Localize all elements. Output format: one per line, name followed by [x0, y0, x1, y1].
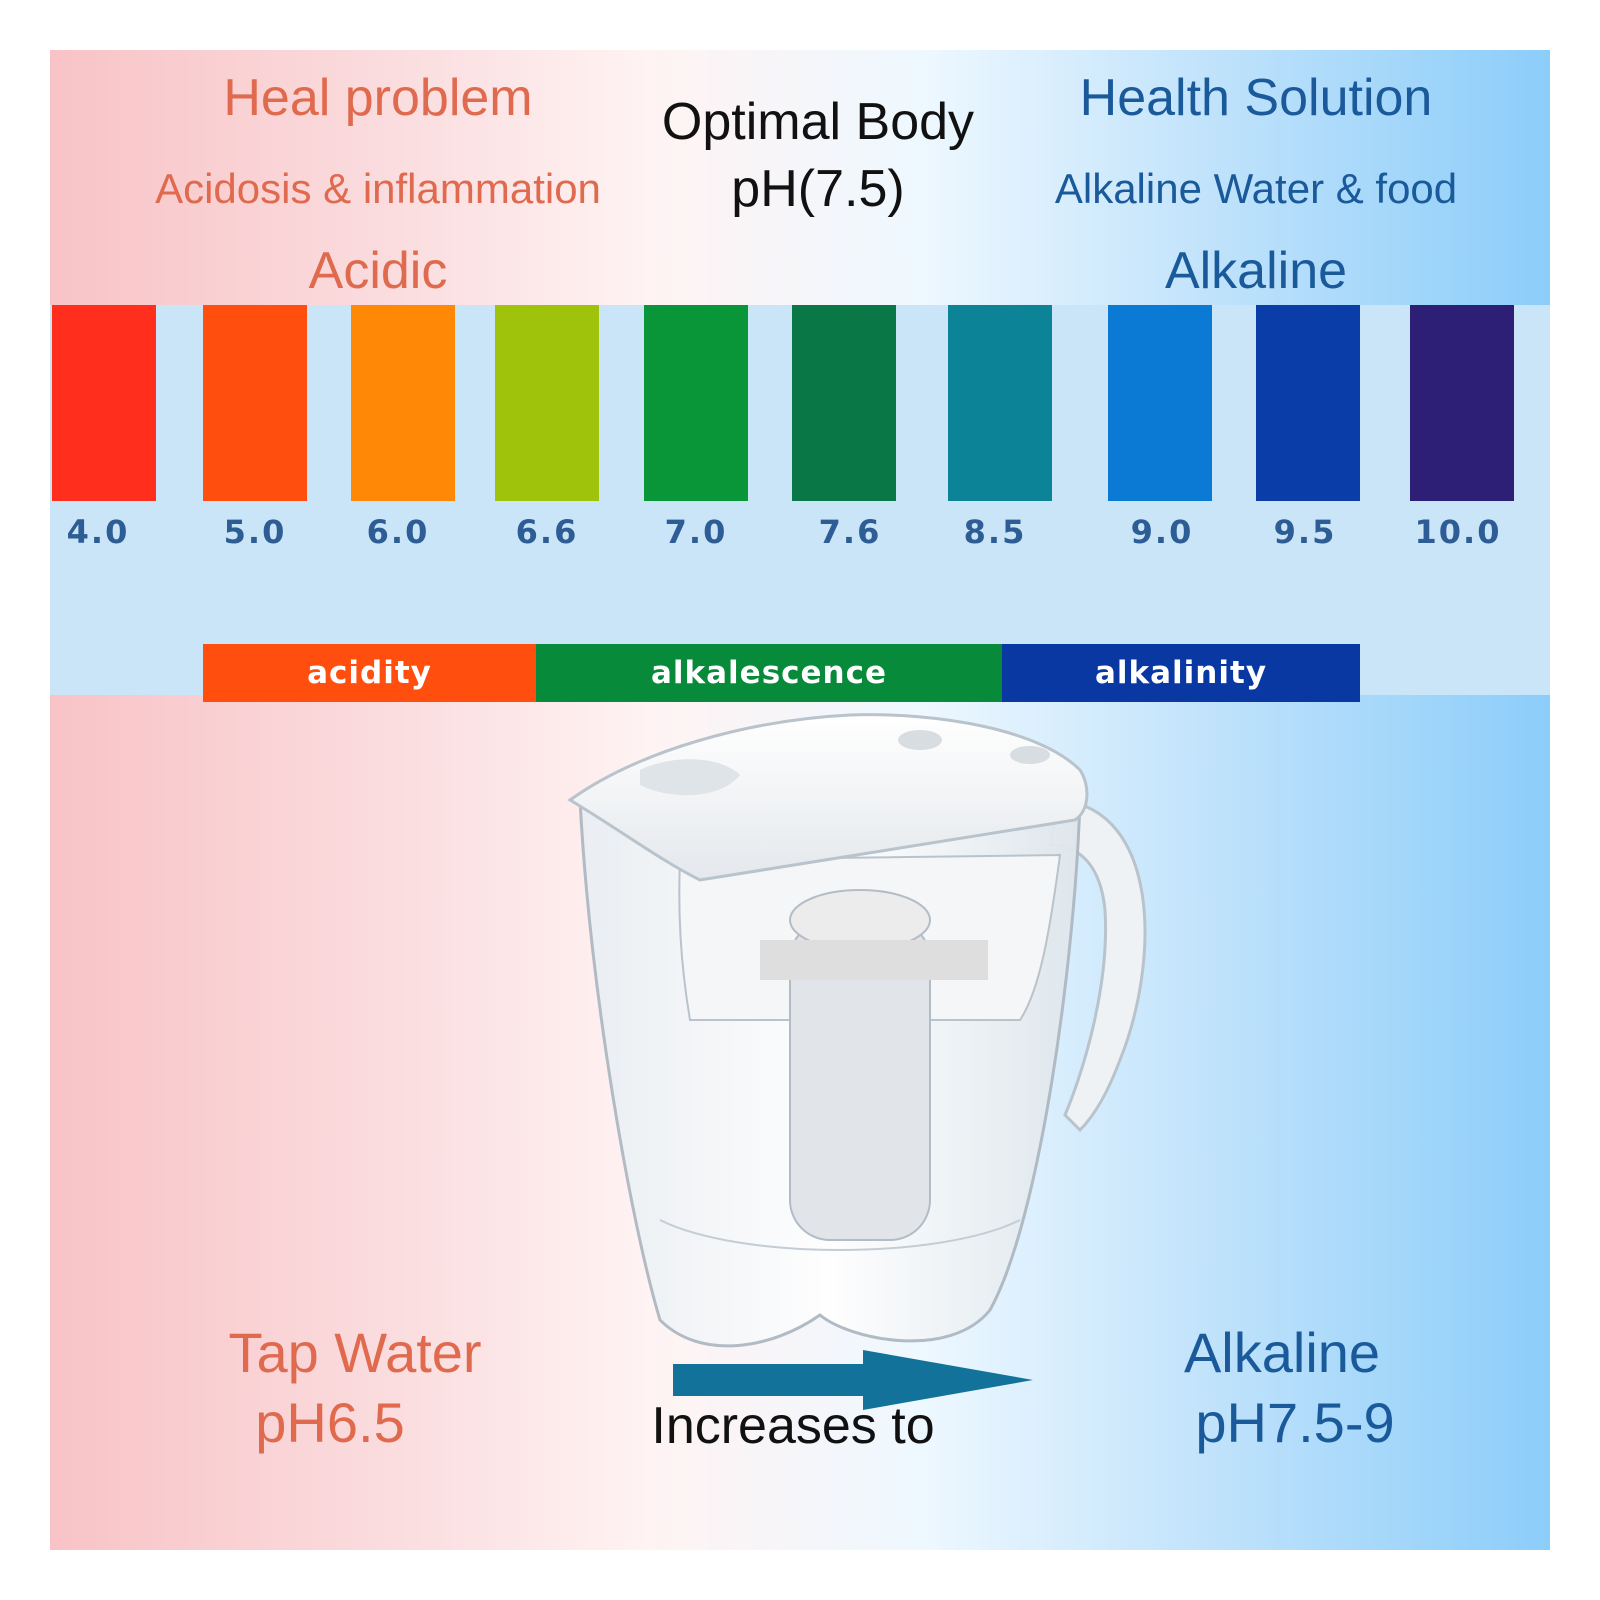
water-filter-pitcher-image: [567, 713, 1147, 1348]
ph-tick-5-0: 5.0: [223, 513, 287, 551]
acidosis-subtitle: Acidosis & inflammation: [155, 165, 601, 212]
alkaline-label: Alkaline: [1164, 242, 1348, 300]
alkalinity-band: alkalinity: [1002, 644, 1360, 702]
ph-swatch-8-5: [948, 305, 1052, 501]
ph-tick-7-0: 7.0: [664, 513, 728, 551]
alkaline-result-label: Alkaline: [1183, 1321, 1381, 1384]
ph-tick-9-5: 9.5: [1273, 513, 1337, 551]
tap-water-ph: pH6.5: [255, 1391, 405, 1454]
ph-tick-6-6: 6.6: [515, 513, 579, 551]
ph-swatch-5-0: [203, 305, 307, 501]
ph-swatch-6-0: [351, 305, 455, 501]
tap-water-label: Tap Water: [228, 1321, 482, 1384]
ph-swatch-10-0: [1410, 305, 1514, 501]
ph-swatch-9-5: [1256, 305, 1360, 501]
increase-arrow-icon: [673, 1350, 1033, 1410]
ph-swatch-6-6: [495, 305, 599, 501]
acidity-band: acidity: [203, 644, 536, 702]
ph-tick-6-0: 6.0: [366, 513, 430, 551]
ph-tick-4-0: 4.0: [66, 513, 130, 551]
ph-swatch-7-6: [792, 305, 896, 501]
ph-swatch-9-0: [1108, 305, 1212, 501]
ph-swatch-7-0: [644, 305, 748, 501]
ph-tick-7-6: 7.6: [818, 513, 882, 551]
ph-infographic-panel: Heal problem Acidosis & inflammation Opt…: [50, 50, 1550, 1550]
optimal-body-line1: Optimal Body: [661, 93, 975, 151]
alkaline-result-ph: pH7.5-9: [1195, 1391, 1395, 1454]
optimal-body-line2: pH(7.5): [731, 160, 905, 218]
ph-tick-8-5: 8.5: [963, 513, 1027, 551]
ph-scale-strip: 4.0 5.0 6.0 6.6 7.0 7.6 8.5 9.0 9.5 10.0…: [50, 305, 1550, 702]
alkaline-water-subtitle: Alkaline Water & food: [1054, 165, 1458, 212]
alkalescence-band: alkalescence: [536, 644, 1002, 702]
health-solution-title: Health Solution: [1079, 69, 1433, 127]
increases-to-label: Increases to: [651, 1397, 935, 1455]
acidic-label: Acidic: [308, 242, 448, 300]
ph-tick-10-0: 10.0: [1414, 513, 1502, 551]
heal-problem-title: Heal problem: [223, 69, 533, 127]
ph-swatch-4-0: [52, 305, 156, 501]
ph-tick-9-0: 9.0: [1130, 513, 1194, 551]
